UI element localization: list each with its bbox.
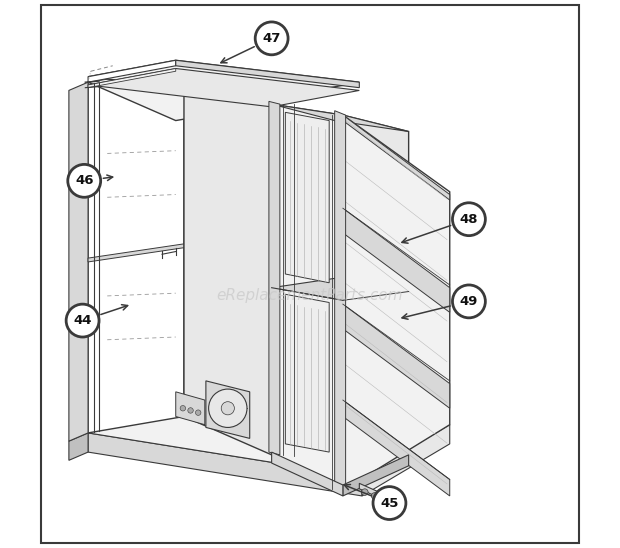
Circle shape (195, 410, 201, 415)
Polygon shape (272, 278, 409, 300)
Polygon shape (175, 60, 360, 88)
Polygon shape (343, 208, 450, 312)
Polygon shape (88, 60, 175, 82)
Polygon shape (88, 60, 360, 99)
Polygon shape (88, 68, 360, 107)
Polygon shape (269, 101, 280, 455)
Text: 45: 45 (380, 496, 399, 510)
Text: 46: 46 (75, 174, 94, 187)
Polygon shape (335, 111, 345, 489)
Circle shape (221, 402, 234, 415)
Circle shape (453, 285, 485, 318)
Polygon shape (69, 82, 88, 441)
Circle shape (371, 493, 378, 499)
Text: 44: 44 (73, 314, 92, 327)
Polygon shape (362, 425, 450, 496)
Polygon shape (88, 381, 450, 477)
Circle shape (255, 22, 288, 55)
Circle shape (208, 389, 247, 427)
Polygon shape (343, 115, 409, 490)
Polygon shape (272, 452, 343, 496)
Polygon shape (343, 115, 450, 490)
Circle shape (180, 406, 185, 411)
Polygon shape (88, 68, 175, 88)
Polygon shape (88, 66, 272, 121)
Polygon shape (285, 112, 329, 283)
Circle shape (373, 487, 406, 520)
Circle shape (188, 408, 193, 413)
Text: 49: 49 (460, 295, 478, 308)
Text: 48: 48 (459, 213, 478, 226)
Polygon shape (88, 433, 362, 496)
Polygon shape (360, 483, 384, 500)
Polygon shape (184, 66, 272, 455)
Text: eReplacementParts.com: eReplacementParts.com (216, 288, 404, 304)
Circle shape (453, 203, 485, 236)
Circle shape (68, 164, 100, 197)
Polygon shape (343, 400, 450, 496)
Text: 47: 47 (262, 32, 281, 45)
Polygon shape (285, 294, 329, 452)
Polygon shape (175, 392, 205, 425)
Polygon shape (88, 66, 184, 433)
Polygon shape (343, 115, 450, 200)
Polygon shape (343, 455, 409, 496)
Polygon shape (88, 244, 184, 262)
Polygon shape (343, 304, 450, 408)
Circle shape (361, 489, 368, 495)
Circle shape (66, 304, 99, 337)
Polygon shape (69, 433, 88, 460)
Polygon shape (206, 381, 250, 438)
Polygon shape (272, 104, 409, 132)
Polygon shape (272, 104, 343, 490)
